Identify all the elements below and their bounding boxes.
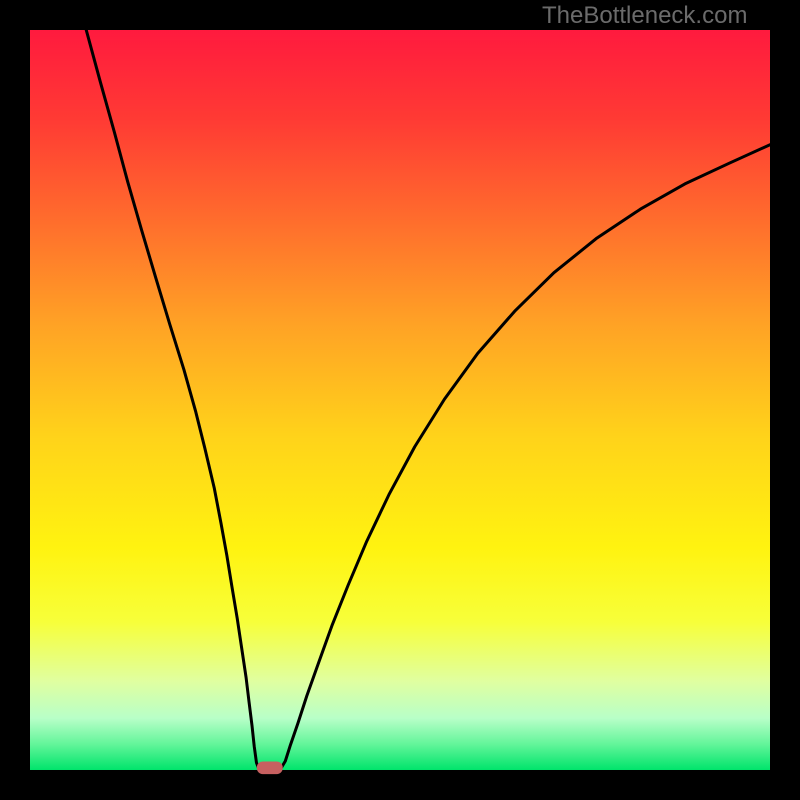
watermark-text: TheBottleneck.com bbox=[542, 2, 747, 30]
plot-background bbox=[30, 30, 770, 770]
chart-svg bbox=[0, 0, 800, 800]
bottleneck-marker bbox=[257, 761, 283, 774]
